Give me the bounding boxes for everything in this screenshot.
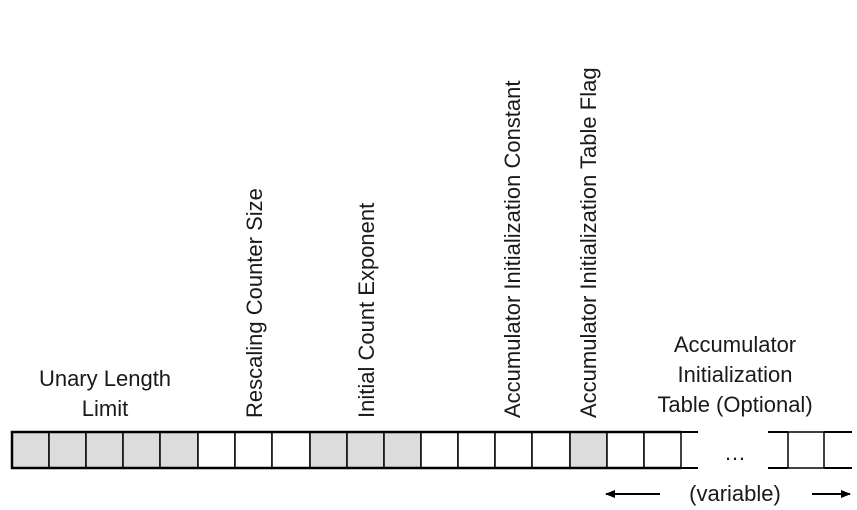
accumulator-initialization-constant-label: Accumulator Initialization Constant (500, 81, 525, 419)
bit-cell (787, 431, 825, 469)
bit-row: … (10, 430, 852, 470)
bit-cell (159, 431, 199, 469)
accumulator-initialization-table-flag-field (569, 431, 608, 469)
bit-cell (457, 431, 496, 469)
variable-length-indicator: (variable) (605, 481, 851, 506)
initial-count-exponent-field (309, 431, 422, 469)
accumulator-initialization-table-flag-label: Accumulator Initialization Table Flag (576, 67, 601, 418)
accumulator-initialization-table-label-line2: Initialization (678, 362, 793, 387)
bit-cell (606, 431, 645, 469)
bit-cell (11, 431, 50, 469)
accumulator-initialization-table-field: … (606, 431, 852, 469)
unary-length-limit-field (11, 431, 199, 469)
rescaling-counter-size-label: Rescaling Counter Size (242, 188, 267, 418)
rescaling-counter-size-field (197, 431, 311, 469)
unary-length-limit-label-line2: Limit (82, 396, 128, 421)
bit-cell (234, 431, 273, 469)
initial-count-exponent-label: Initial Count Exponent (354, 203, 379, 418)
row-outline (10, 430, 681, 470)
bit-cell (48, 431, 87, 469)
bit-cell (122, 431, 161, 469)
bit-cell (569, 431, 608, 469)
accumulator-initialization-table-label-line3: Table (Optional) (657, 392, 812, 417)
accumulator-initialization-constant-field (420, 431, 571, 469)
variable-label: (variable) (689, 481, 781, 506)
accumulator-initialization-table-label-line1: Accumulator (674, 332, 796, 357)
unary-length-limit-label-line1: Unary Length (39, 366, 171, 391)
bit-cell (420, 431, 459, 469)
bit-cell (494, 431, 533, 469)
bit-cell (643, 431, 682, 469)
bit-cell (271, 431, 311, 469)
ellipsis: … (724, 440, 746, 465)
bit-cell (531, 431, 571, 469)
bit-cell (383, 431, 422, 469)
bit-cell (197, 431, 236, 469)
bit-cell (85, 431, 124, 469)
bit-cell (346, 431, 385, 469)
bit-cell (309, 431, 348, 469)
